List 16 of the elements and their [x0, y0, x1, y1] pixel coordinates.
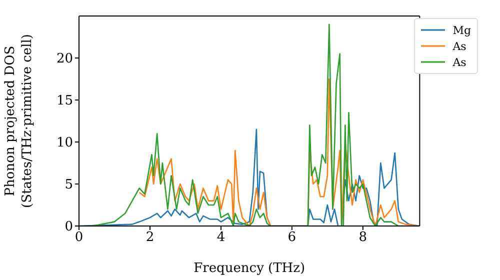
y-tick-label: 5 — [64, 178, 73, 193]
y-tick-label: 10 — [56, 136, 73, 151]
line-series — [138, 78, 420, 226]
legend-label: Mg — [452, 24, 471, 36]
x-tick-label: 4 — [216, 230, 226, 246]
x-axis-title: Frequency (THz) — [194, 261, 306, 276]
y-tick-label: 15 — [56, 94, 73, 109]
y-tick-label: 20 — [56, 52, 73, 67]
x-tick-label: 8 — [358, 230, 368, 246]
x-tick-label: 6 — [288, 230, 296, 246]
y-tick-label: 0 — [64, 220, 73, 235]
y-axis-title: Phonon projected DOS (States/THz·primitive cell) — [3, 34, 35, 208]
x-tick-label: 2 — [146, 230, 154, 246]
x-tick-label: 0 — [74, 230, 84, 246]
legend-label: As — [452, 56, 466, 68]
legend-label: As — [452, 40, 466, 52]
